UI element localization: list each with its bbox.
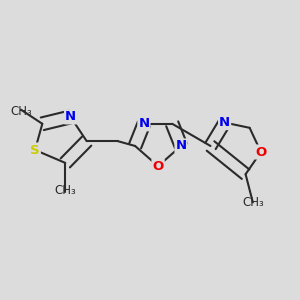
Text: N: N xyxy=(138,117,149,130)
Text: N: N xyxy=(65,110,76,123)
Text: N: N xyxy=(176,140,187,152)
Text: CH₃: CH₃ xyxy=(242,196,264,209)
Text: O: O xyxy=(152,160,164,172)
Text: CH₃: CH₃ xyxy=(54,184,76,197)
Text: S: S xyxy=(30,143,40,157)
Text: O: O xyxy=(255,146,266,158)
Text: N: N xyxy=(219,116,230,129)
Text: CH₃: CH₃ xyxy=(10,105,32,118)
